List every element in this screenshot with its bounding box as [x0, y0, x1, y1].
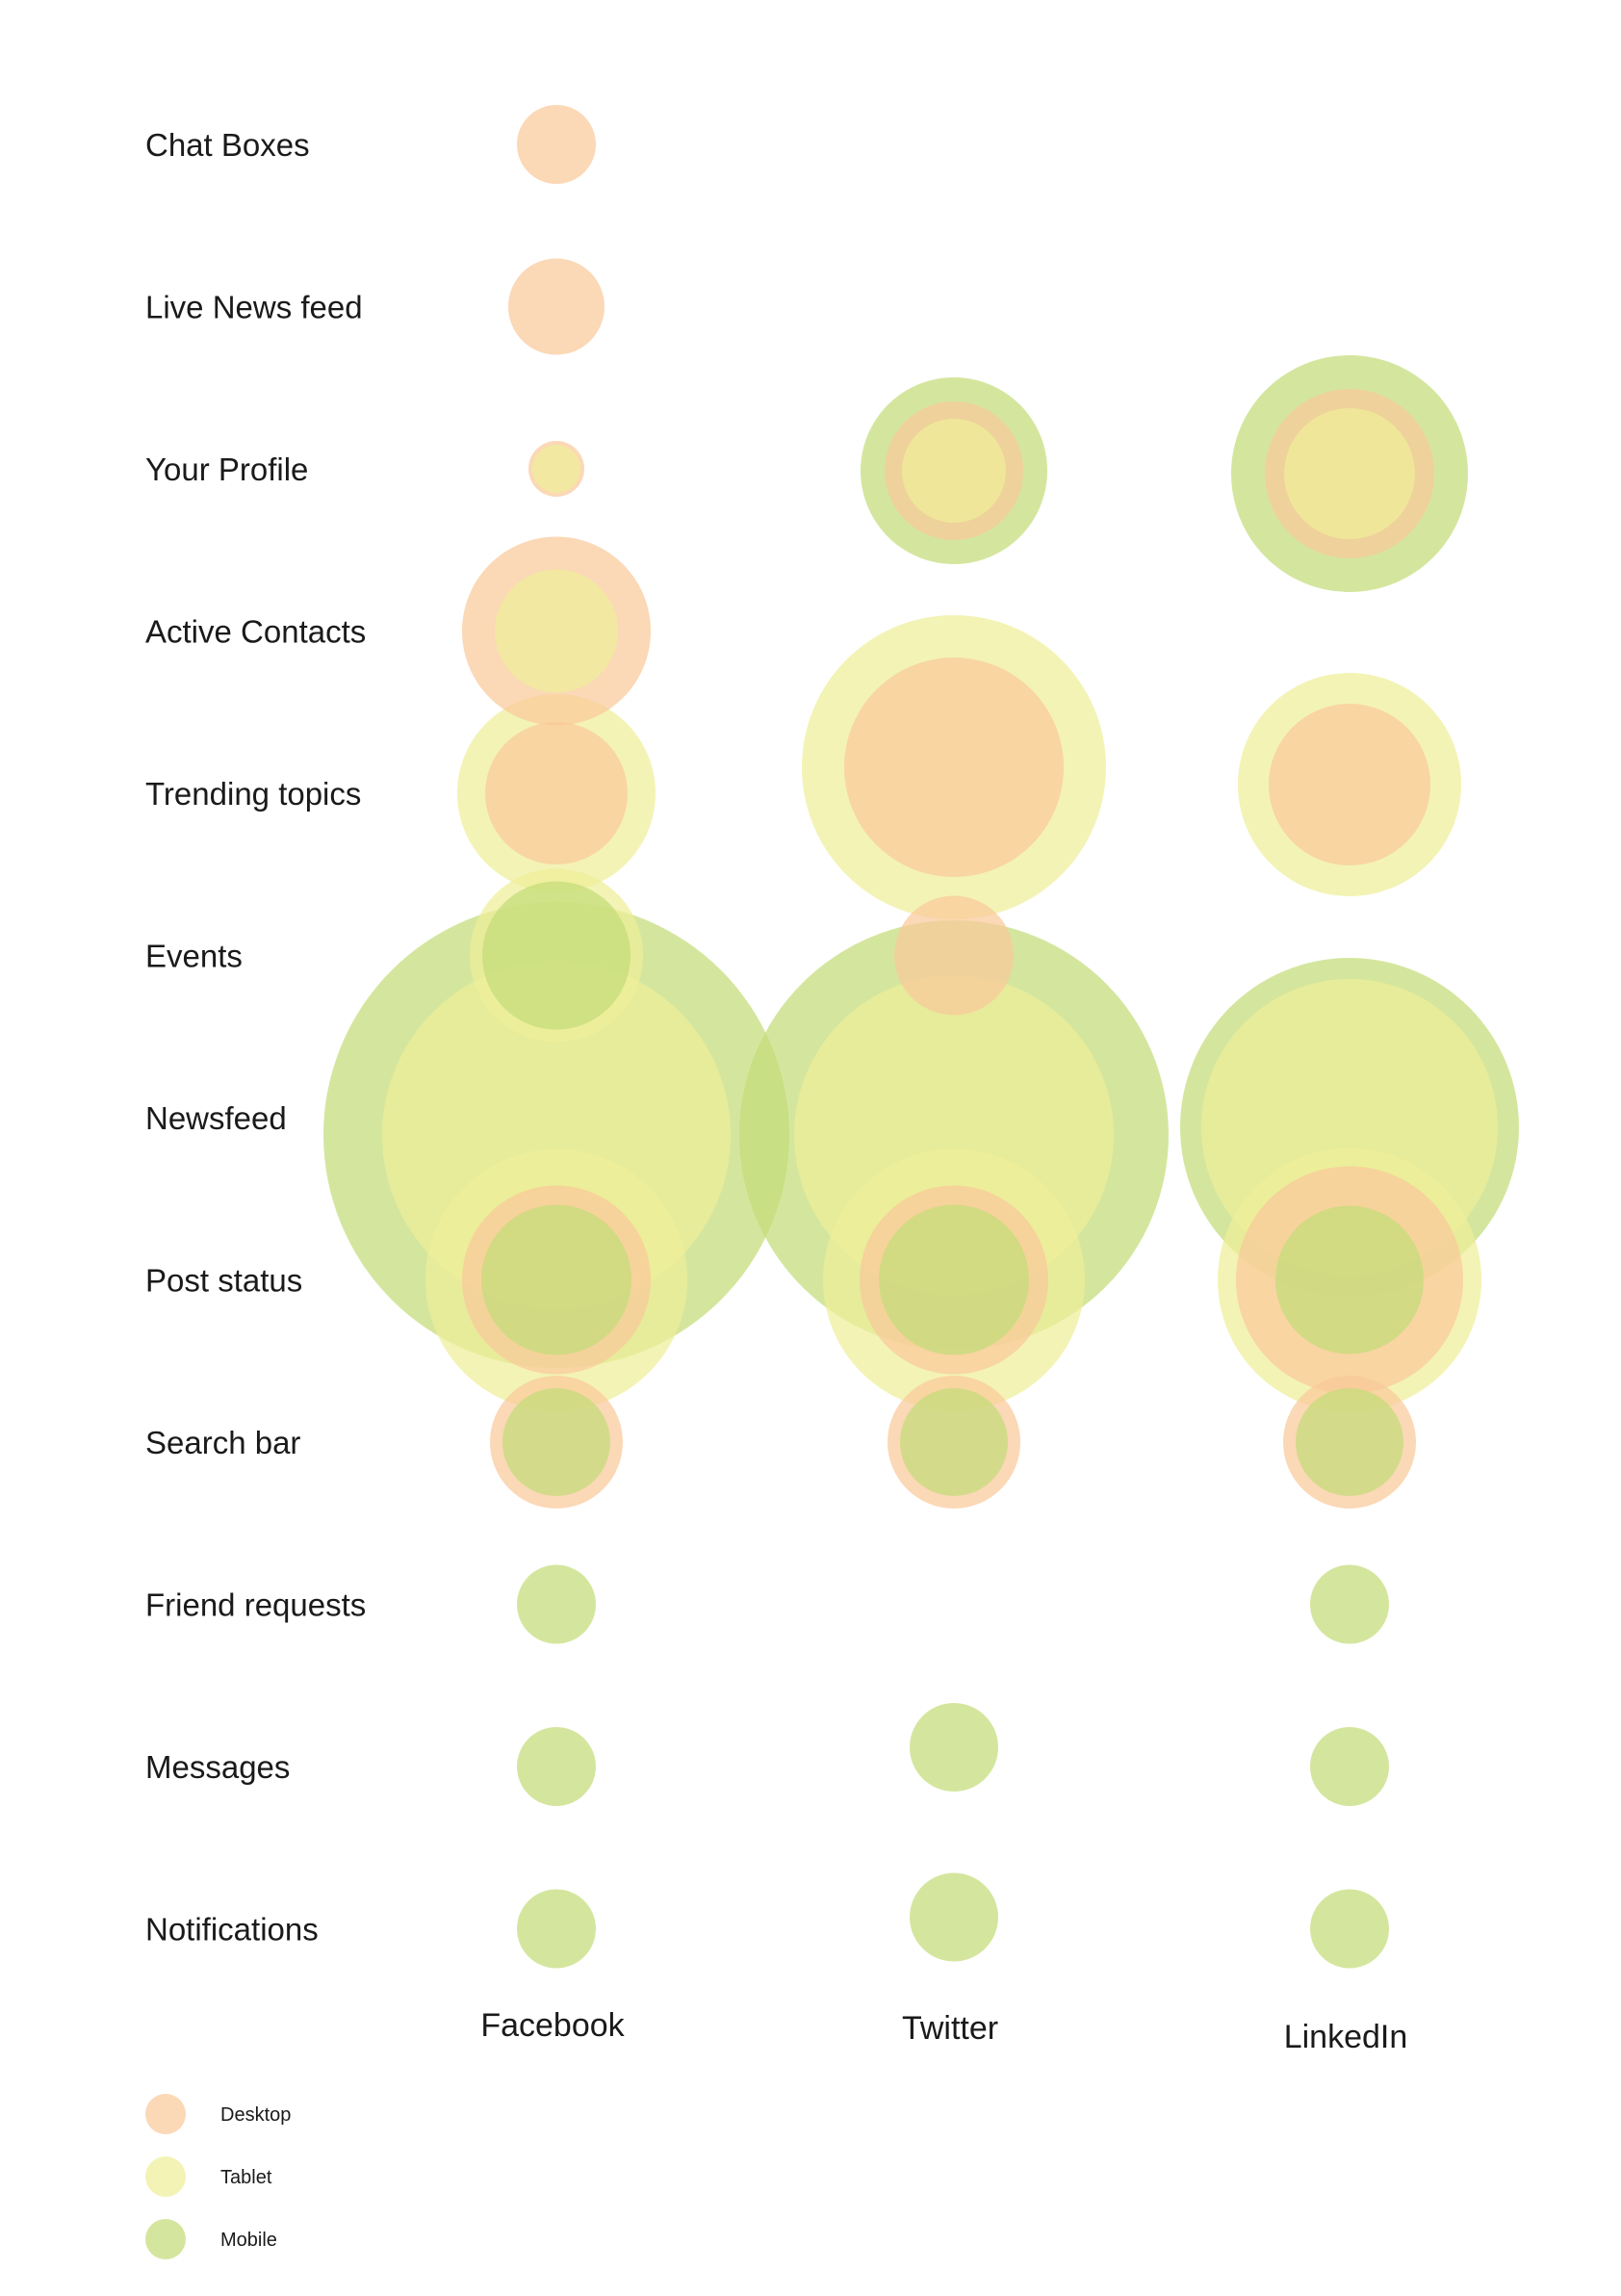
bubble-linkedin-post-status-mobile [1275, 1205, 1424, 1354]
platform-label-linkedin: LinkedIn [1284, 2019, 1408, 2055]
feature-label-trending-topics: Trending topics [145, 776, 361, 812]
bubble-twitter-your-profile-tablet [902, 419, 1006, 523]
feature-label-messages: Messages [145, 1749, 290, 1785]
bubble-twitter-messages-mobile [910, 1703, 998, 1792]
feature-labels: Chat Boxes Live News feed Your Profile Acti… [145, 127, 366, 1948]
bubble-twitter-post-status-mobile [879, 1204, 1029, 1355]
bubble-facebook-chat-boxes-desktop [517, 105, 596, 184]
bubble-twitter-notifications-mobile [910, 1872, 998, 1962]
legend-label-desktop: Desktop [220, 2104, 291, 2126]
bubble-facebook-live-news-feed-desktop [508, 258, 605, 355]
legend-swatch-tablet [145, 2156, 186, 2197]
bubble-facebook-post-status-mobile [481, 1204, 631, 1355]
bubble-linkedin-messages-mobile [1310, 1727, 1389, 1806]
bubble-facebook-search-bar-mobile [502, 1388, 610, 1496]
bubble-facebook-your-profile-tablet [532, 445, 580, 493]
bubble-linkedin-friend-requests-mobile [1310, 1564, 1389, 1644]
legend-label-mobile: Mobile [220, 2230, 277, 2251]
bubble-layer [323, 105, 1519, 1969]
bubble-facebook-active-contacts-tablet [495, 569, 618, 693]
legend-label-tablet: Tablet [220, 2167, 272, 2188]
bubble-linkedin-search-bar-mobile [1296, 1388, 1403, 1496]
bubble-facebook-friend-requests-mobile [517, 1564, 596, 1644]
feature-label-live-news-feed: Live News feed [145, 290, 363, 325]
feature-label-your-profile: Your Profile [145, 451, 308, 487]
platform-label-facebook: Facebook [480, 2007, 625, 2044]
feature-label-newsfeed: Newsfeed [145, 1100, 287, 1136]
legend-swatch-desktop [145, 2094, 186, 2134]
feature-label-post-status: Post status [145, 1263, 302, 1299]
bubble-linkedin-notifications-mobile [1310, 1889, 1389, 1969]
platform-labels: Facebook Twitter LinkedIn [480, 2007, 1407, 2055]
feature-label-active-contacts: Active Contacts [145, 614, 366, 650]
bubble-linkedin-trending-topics-desktop [1269, 704, 1430, 865]
bubble-twitter-trending-topics-desktop [844, 658, 1064, 877]
feature-label-events: Events [145, 939, 243, 974]
bubble-facebook-trending-topics-desktop [485, 722, 628, 864]
platform-label-twitter: Twitter [902, 2010, 998, 2047]
feature-label-search-bar: Search bar [145, 1425, 300, 1460]
bubble-twitter-events-desktop [894, 895, 1014, 1016]
feature-label-friend-requests: Friend requests [145, 1587, 366, 1623]
bubble-twitter-search-bar-mobile [900, 1388, 1008, 1496]
feature-label-chat-boxes: Chat Boxes [145, 127, 310, 163]
bubble-facebook-notifications-mobile [517, 1889, 596, 1969]
bubble-facebook-messages-mobile [517, 1727, 596, 1806]
bubble-facebook-events-mobile [482, 881, 630, 1030]
legend-swatch-mobile [145, 2219, 186, 2259]
feature-label-notifications: Notifications [145, 1912, 319, 1948]
bubble-linkedin-your-profile-tablet [1284, 408, 1415, 539]
legend: Desktop Tablet Mobile [145, 2094, 291, 2259]
